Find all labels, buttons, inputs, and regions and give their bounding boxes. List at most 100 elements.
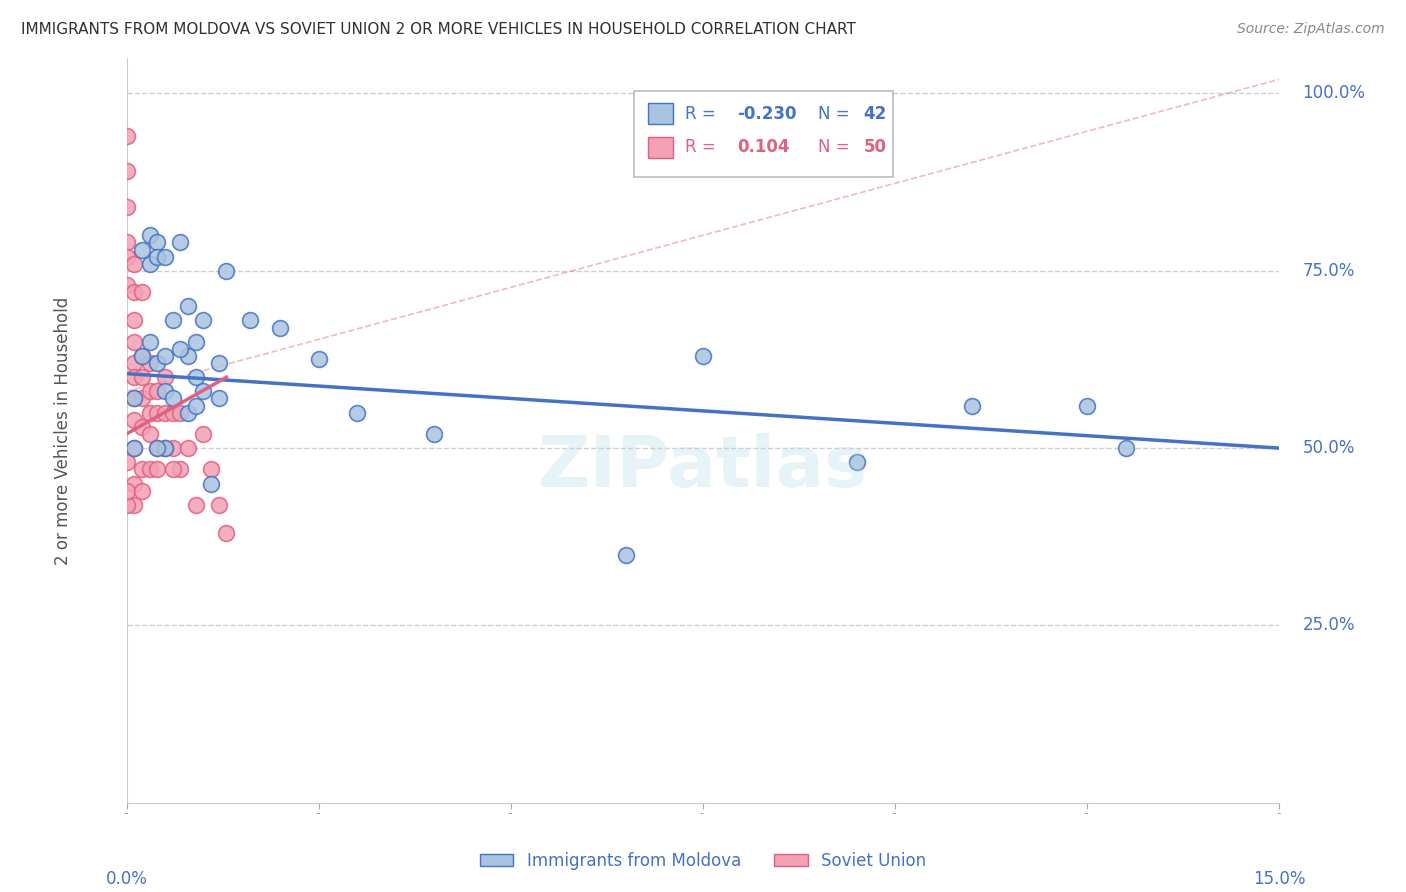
Point: [169, 342, 191, 356]
Point: [177, 441, 200, 455]
Point: [131, 483, 153, 498]
Point: [184, 498, 207, 512]
Point: [153, 349, 176, 363]
Point: [193, 384, 215, 399]
Point: [423, 426, 446, 441]
Legend: Immigrants from Moldova, Soviet Union: Immigrants from Moldova, Soviet Union: [474, 845, 932, 877]
Point: [131, 420, 153, 434]
FancyBboxPatch shape: [648, 137, 673, 158]
Point: [169, 462, 191, 476]
Text: N =: N =: [818, 105, 855, 123]
Point: [122, 498, 145, 512]
Text: 15.0%: 15.0%: [1253, 871, 1306, 888]
Point: [115, 455, 138, 469]
Point: [162, 441, 184, 455]
Point: [122, 313, 145, 327]
Point: [153, 384, 176, 399]
Point: [614, 548, 637, 562]
Point: [169, 235, 191, 250]
Point: [115, 200, 138, 214]
Point: [115, 128, 138, 143]
Point: [122, 392, 145, 406]
Text: 50: 50: [863, 138, 887, 156]
Text: 0.0%: 0.0%: [105, 871, 148, 888]
Point: [153, 441, 176, 455]
Point: [115, 164, 138, 178]
Point: [146, 235, 169, 250]
Point: [193, 313, 215, 327]
Text: 42: 42: [863, 105, 887, 123]
Text: 2 or more Vehicles in Household: 2 or more Vehicles in Household: [53, 296, 72, 565]
FancyBboxPatch shape: [648, 103, 673, 124]
Point: [122, 356, 145, 370]
Point: [692, 349, 714, 363]
Point: [122, 441, 145, 455]
Text: 75.0%: 75.0%: [1302, 261, 1355, 280]
Point: [169, 406, 191, 420]
Point: [162, 392, 184, 406]
Point: [208, 498, 231, 512]
Point: [184, 334, 207, 349]
Point: [115, 498, 138, 512]
Text: ZIPatlas: ZIPatlas: [538, 434, 868, 502]
Point: [162, 462, 184, 476]
Text: Source: ZipAtlas.com: Source: ZipAtlas.com: [1237, 22, 1385, 37]
Point: [162, 313, 184, 327]
Point: [138, 462, 160, 476]
Point: [269, 320, 291, 334]
Point: [153, 370, 176, 384]
FancyBboxPatch shape: [634, 92, 893, 178]
Point: [115, 250, 138, 264]
Point: [200, 476, 222, 491]
Point: [131, 243, 153, 257]
Point: [215, 264, 238, 278]
Text: -0.230: -0.230: [737, 105, 796, 123]
Point: [153, 250, 176, 264]
Point: [122, 334, 145, 349]
Point: [122, 257, 145, 271]
Point: [177, 299, 200, 313]
Point: [138, 406, 160, 420]
Point: [131, 349, 153, 363]
Point: [138, 426, 160, 441]
Point: [138, 356, 160, 370]
Point: [184, 399, 207, 413]
Point: [146, 250, 169, 264]
Point: [122, 476, 145, 491]
Point: [153, 406, 176, 420]
Point: [200, 462, 222, 476]
Point: [208, 356, 231, 370]
Point: [138, 334, 160, 349]
Point: [1076, 399, 1098, 413]
Point: [845, 455, 868, 469]
Point: [146, 462, 169, 476]
Point: [215, 526, 238, 541]
Point: [138, 257, 160, 271]
Text: 100.0%: 100.0%: [1302, 85, 1365, 103]
Text: N =: N =: [818, 138, 855, 156]
Point: [146, 384, 169, 399]
Point: [122, 370, 145, 384]
Point: [122, 285, 145, 299]
Point: [122, 413, 145, 427]
Point: [122, 441, 145, 455]
Point: [193, 426, 215, 441]
Point: [131, 462, 153, 476]
Point: [115, 483, 138, 498]
Text: 25.0%: 25.0%: [1302, 616, 1355, 634]
Point: [162, 406, 184, 420]
Text: 0.104: 0.104: [737, 138, 789, 156]
Point: [131, 349, 153, 363]
Text: R =: R =: [685, 138, 727, 156]
Point: [131, 392, 153, 406]
Point: [131, 285, 153, 299]
Point: [238, 313, 260, 327]
Point: [346, 406, 368, 420]
Point: [138, 228, 160, 243]
Point: [146, 441, 169, 455]
Point: [131, 370, 153, 384]
Point: [122, 392, 145, 406]
Text: IMMIGRANTS FROM MOLDOVA VS SOVIET UNION 2 OR MORE VEHICLES IN HOUSEHOLD CORRELAT: IMMIGRANTS FROM MOLDOVA VS SOVIET UNION …: [21, 22, 856, 37]
Point: [1115, 441, 1137, 455]
Point: [146, 441, 169, 455]
